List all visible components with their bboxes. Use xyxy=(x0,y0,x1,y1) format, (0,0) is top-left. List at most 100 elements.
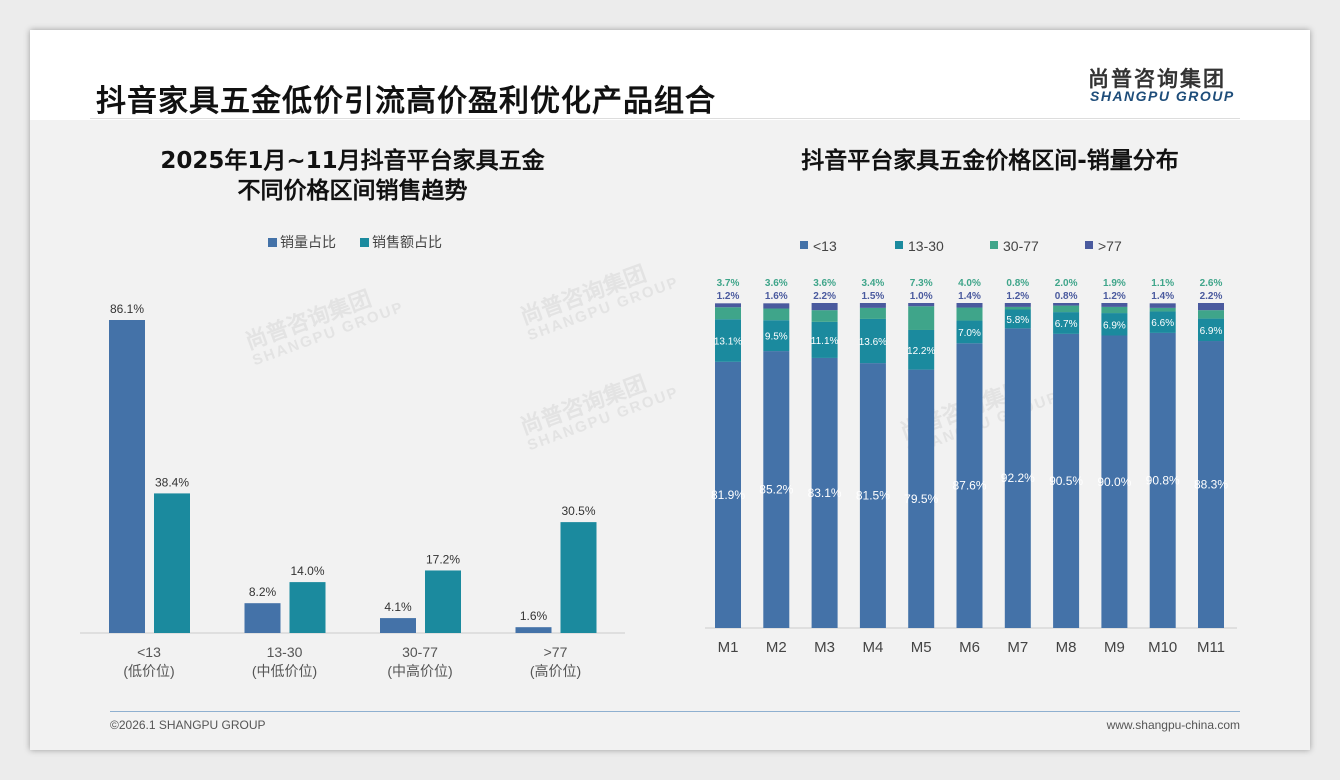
data-label: 1.2% xyxy=(1006,291,1029,302)
bar-segment xyxy=(715,303,741,308)
data-label: 1.9% xyxy=(1103,278,1126,289)
tick-label: M3 xyxy=(814,639,835,656)
data-label: 1.5% xyxy=(862,291,885,302)
bar-segment xyxy=(859,307,886,319)
data-label: 1.2% xyxy=(1103,291,1126,302)
data-label: 6.7% xyxy=(1055,319,1078,330)
tick-label: 30-77 xyxy=(402,644,438,660)
title-line1: 2025年1月~11月抖音平台家具五金 xyxy=(160,148,545,174)
legend-swatch xyxy=(268,238,277,247)
data-label: 14.0% xyxy=(290,564,324,578)
bar-segment xyxy=(763,308,790,321)
data-label: 3.6% xyxy=(765,278,788,289)
bar-segment xyxy=(715,307,741,320)
data-label: 2.0% xyxy=(1055,278,1078,289)
bar-segment xyxy=(763,320,790,352)
tick-label: <13 xyxy=(137,644,161,660)
bar-segment xyxy=(908,329,935,370)
bar-segment xyxy=(1004,306,1031,310)
tick-label: M5 xyxy=(911,639,932,656)
bar-segment xyxy=(1198,303,1224,311)
data-label: 1.4% xyxy=(958,291,981,302)
data-label: 13.6% xyxy=(859,337,887,348)
data-label: 6.6% xyxy=(1151,318,1174,329)
bar-segment xyxy=(1004,328,1031,628)
data-label: 7.0% xyxy=(958,328,981,339)
data-label: 81.9% xyxy=(711,488,745,502)
data-label: 1.6% xyxy=(520,609,548,623)
bar-segment xyxy=(715,361,741,628)
bar xyxy=(109,320,145,633)
bar-segment xyxy=(1053,312,1080,334)
tick-sublabel: (低价位) xyxy=(123,663,174,679)
bar xyxy=(560,522,597,633)
title-line2: 不同价格区间销售趋势 xyxy=(237,178,468,204)
bar-segment xyxy=(1053,305,1080,313)
data-label: 5.8% xyxy=(1006,315,1029,326)
data-label: 1.6% xyxy=(765,291,788,302)
tick-label: M4 xyxy=(862,639,883,656)
legend-label: 30-77 xyxy=(1003,238,1039,254)
data-label: 6.9% xyxy=(1200,326,1223,337)
bar-segment xyxy=(1004,309,1031,329)
legend-swatch xyxy=(1085,241,1093,249)
data-label: 90.0% xyxy=(1097,475,1131,489)
data-label: 2.2% xyxy=(1200,291,1223,302)
tick-label: M8 xyxy=(1056,639,1077,656)
data-label: 7.3% xyxy=(910,278,933,289)
data-label: 3.7% xyxy=(717,278,740,289)
tick-sublabel: (高价位) xyxy=(530,663,581,679)
bar xyxy=(425,570,461,633)
data-label: 38.4% xyxy=(155,475,189,489)
legend-label: 13-30 xyxy=(908,238,944,254)
header xyxy=(30,30,1310,120)
bar-segment xyxy=(1101,313,1128,336)
legend-swatch xyxy=(895,241,903,249)
copyright: ©2026.1 SHANGPU GROUP xyxy=(110,718,266,732)
bar-segment xyxy=(956,343,983,628)
bar-segment xyxy=(908,306,935,330)
legend-label: 销售额占比 xyxy=(372,234,442,250)
data-label: 83.1% xyxy=(808,486,842,500)
right-chart-title: 抖音平台家具五金价格区间-销量分布 xyxy=(801,148,1179,174)
data-label: 17.2% xyxy=(426,552,460,566)
data-label: 11.1% xyxy=(811,336,839,347)
bar-segment xyxy=(1149,307,1176,312)
bar-segment xyxy=(811,357,838,628)
bar xyxy=(244,603,281,633)
bar-segment xyxy=(956,303,983,308)
website-link[interactable]: www.shangpu-china.com xyxy=(1106,718,1240,732)
data-label: 4.1% xyxy=(384,600,412,614)
bar-segment xyxy=(908,303,935,307)
bar-segment xyxy=(956,320,983,344)
tick-sublabel: (中低价位) xyxy=(252,663,317,679)
tick-label: >77 xyxy=(544,644,568,660)
data-label: 13.1% xyxy=(714,337,742,348)
bar-segment xyxy=(956,307,983,321)
legend-swatch xyxy=(800,241,808,249)
data-label: 2.6% xyxy=(1200,278,1223,289)
bar xyxy=(515,627,552,633)
logo-en: SHANGPU GROUP xyxy=(1090,88,1235,104)
footer-divider xyxy=(110,711,1240,712)
bar-segment xyxy=(1198,318,1224,342)
legend-swatch xyxy=(990,241,998,249)
data-label: 1.0% xyxy=(910,291,933,302)
bar-segment xyxy=(859,363,886,628)
bar-segment xyxy=(715,319,741,362)
data-label: 79.5% xyxy=(904,492,938,506)
logo-cn: 尚普咨询集团 xyxy=(1088,67,1226,91)
bar-segment xyxy=(811,303,838,311)
tick-sublabel: (中高价位) xyxy=(387,663,452,679)
tick-label: M11 xyxy=(1197,639,1225,656)
data-label: 1.4% xyxy=(1151,291,1174,302)
page-title: 抖音家具五金低价引流高价盈利优化产品组合 xyxy=(96,84,716,119)
data-label: 12.2% xyxy=(907,346,935,357)
data-label: 81.5% xyxy=(856,489,890,503)
bar-segment xyxy=(763,303,790,309)
bar-segment xyxy=(1149,303,1176,308)
bar-segment xyxy=(1004,303,1031,307)
data-label: 0.8% xyxy=(1006,278,1029,289)
data-label: 85.2% xyxy=(759,483,793,497)
